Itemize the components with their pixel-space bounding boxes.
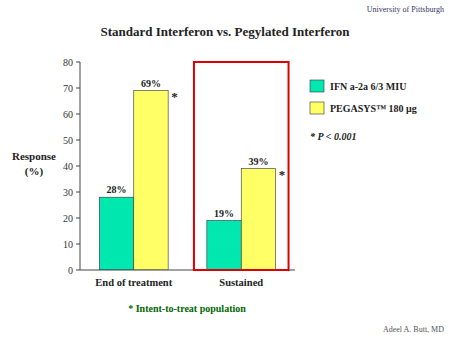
data-label: 69% [141, 78, 161, 89]
y-tick-label: 30 [63, 187, 73, 198]
data-label: 28% [107, 184, 127, 195]
chart-container: Standard Interferon vs. Pegylated Interf… [0, 0, 450, 338]
annotation: Adeel A. Butt, MD [383, 325, 444, 334]
y-tick [76, 114, 80, 115]
y-tick-label: 80 [63, 57, 73, 68]
annotation: * P < 0.001 [310, 131, 356, 142]
y-tick-label: 50 [63, 135, 73, 146]
y-tick [76, 88, 80, 89]
annotation: University of Pittsburgh [367, 5, 444, 14]
y-tick-label: 0 [68, 265, 73, 276]
y-tick-label: 40 [63, 161, 73, 172]
bar [99, 197, 133, 270]
legend-swatch [310, 80, 324, 92]
significance-label: * [171, 89, 178, 104]
y-tick [76, 166, 80, 167]
data-labels: 28% 19% 69% * 39% * [107, 78, 286, 219]
y-tick [76, 62, 80, 63]
bar [241, 169, 275, 270]
y-axis-line [80, 62, 81, 270]
chart: Standard Interferon vs. Pegylated Interf… [0, 0, 450, 338]
legend-label: IFN a-2a 6/3 MIU [330, 81, 406, 92]
significance-label: * [279, 167, 286, 182]
y-tick-label: 60 [63, 109, 73, 120]
y-tick [76, 140, 80, 141]
highlight-box [194, 62, 289, 270]
y-tick-label: 20 [63, 213, 73, 224]
y-tick-label: 70 [63, 83, 73, 94]
x-tick-label: End of treatment [95, 277, 172, 288]
x-tick-label: Sustained [219, 277, 263, 288]
legend-swatch [310, 102, 324, 114]
y-tick [76, 244, 80, 245]
y-tick-label: 10 [63, 239, 73, 250]
legend: IFN a-2a 6/3 MIU PEGASYS™ 180 μg [310, 80, 417, 114]
title: Standard Interferon vs. Pegylated Interf… [100, 24, 350, 39]
y-tick [76, 192, 80, 193]
annotation: * Intent-to-treat population [128, 303, 246, 314]
bar [207, 221, 241, 270]
y-axis-label: Response [12, 150, 56, 162]
y-tick [76, 218, 80, 219]
bar [134, 91, 168, 270]
legend-label: PEGASYS™ 180 μg [330, 103, 417, 114]
data-label: 39% [248, 156, 268, 167]
y-axis-label: (%) [25, 165, 44, 178]
y-axis: 0 10 20 30 40 50 60 70 80 [63, 57, 80, 276]
x-axis: End of treatment Sustained [80, 270, 295, 288]
y-tick [76, 270, 80, 271]
data-label: 19% [214, 208, 234, 219]
bars [99, 91, 275, 270]
